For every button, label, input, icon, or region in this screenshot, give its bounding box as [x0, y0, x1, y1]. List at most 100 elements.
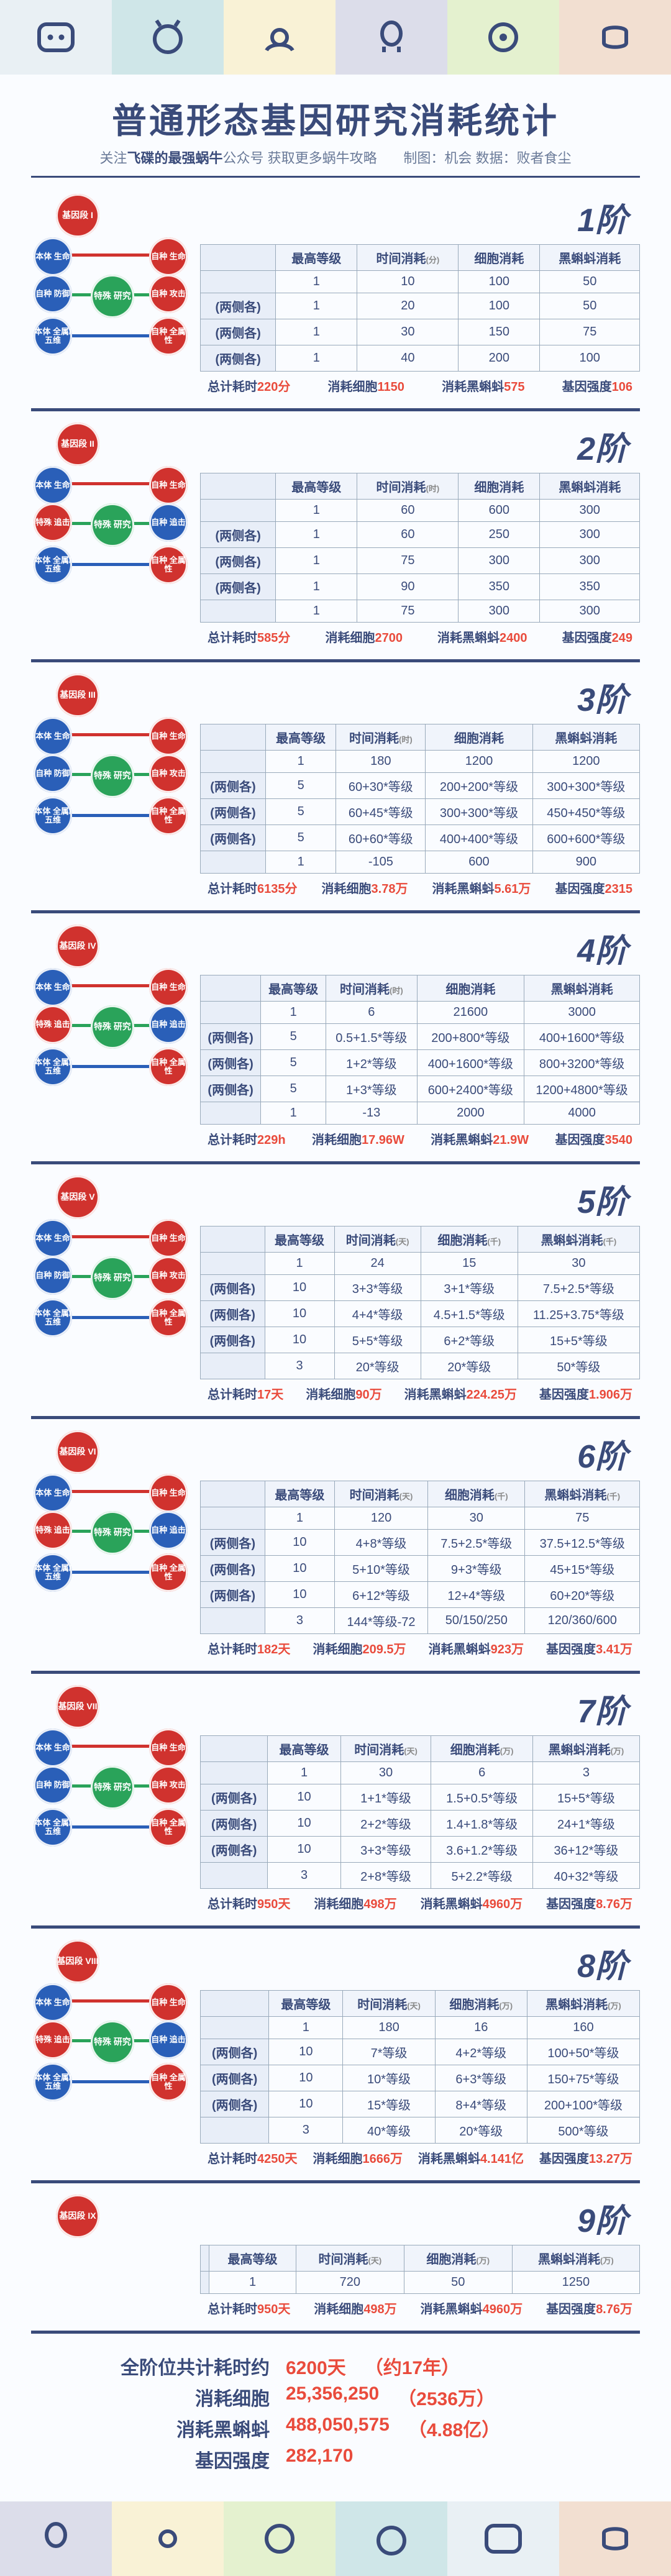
col-header: [201, 724, 266, 751]
col-header: 最高等级: [268, 1736, 340, 1762]
table-row: (两侧各)105+10*等级9+3*等级45+15*等级: [201, 1556, 640, 1582]
gene-node: 自种 追击: [149, 2021, 188, 2059]
table-row: (两侧各)12010050: [201, 293, 640, 319]
gene-node: 自种 攻击: [149, 1766, 188, 1804]
gene-node: 自种 追击: [149, 1511, 188, 1550]
stage-block: 基因段 VI本体 生命自种 生命特殊 研究特殊 追击自种 追击本体 全属/五维自…: [31, 1430, 640, 1666]
stage-summary: 总计耗时182天消耗细胞209.5万消耗黑蝌蚪923万基因强度3.41万: [200, 1639, 640, 1657]
cost-table: 最高等级时间消耗(时)细胞消耗黑蝌蚪消耗16216003000(两侧各)50.5…: [200, 975, 640, 1125]
gene-node: 自种 生命: [149, 466, 188, 505]
stage-block: 基因段 VII本体 生命自种 生命特殊 研究自种 防御自种 攻击本体 全属/五维…: [31, 1685, 640, 1921]
stage-summary: 总计耗时950天消耗细胞498万消耗黑蝌蚪4960万基因强度8.76万: [200, 1894, 640, 1912]
stage-summary: 总计耗时229h消耗细胞17.96W消耗黑蝌蚪21.9W基因强度3540: [200, 1130, 640, 1148]
stage-title: 1阶: [200, 194, 640, 240]
main-content: 普通形态基因研究消耗统计 关注飞碟的最强蜗牛公众号 获取更多蜗牛攻略 制图：机会…: [0, 75, 671, 2501]
gene-node: 特殊 追击: [34, 2021, 72, 2059]
gene-tree: 基因段 V本体 生命自种 生命特殊 研究自种 防御自种 攻击本体 全属/五维自种…: [31, 1176, 193, 1337]
gene-tree: 基因段 II本体 生命自种 生命特殊 研究特殊 追击自种 追击本体 全属/五维自…: [31, 422, 193, 584]
gene-tree: 基因段 VI本体 生命自种 生命特殊 研究特殊 追击自种 追击本体 全属/五维自…: [31, 1430, 193, 1592]
col-header: [201, 2245, 209, 2272]
gene-node: 自种 生命: [149, 237, 188, 276]
gene-node: 基因段 VIII: [56, 1940, 99, 1983]
col-header: 细胞消耗: [417, 975, 524, 1002]
gene-node: 特殊 追击: [34, 1005, 72, 1044]
table-row: (两侧各)13015075: [201, 319, 640, 345]
gene-node: 自种 防御: [34, 754, 72, 793]
table-row: 340*等级20*等级500*等级: [201, 2117, 640, 2144]
stage-divider: [31, 1925, 640, 1929]
table-row: (两侧各)190350350: [201, 574, 640, 600]
title-divider: [31, 176, 640, 178]
gene-tree: 基因段 VIII本体 生命自种 生命特殊 研究特殊 追击自种 追击本体 全属/五…: [31, 1940, 193, 2101]
gene-node: 特殊 研究: [91, 754, 134, 798]
table-row: (两侧各)103+3*等级3+1*等级7.5+2.5*等级: [201, 1275, 640, 1301]
gene-tree: 基因段 III本体 生命自种 生命特殊 研究自种 防御自种 攻击本体 全属/五维…: [31, 674, 193, 835]
gene-tree: 基因段 IX: [31, 2195, 193, 2269]
col-header: 时间消耗(天): [334, 1481, 427, 1507]
stage-block: 基因段 I本体 生命自种 生命特殊 研究自种 防御自种 攻击本体 全属/五维自种…: [31, 194, 640, 403]
stage-title: 2阶: [200, 422, 640, 469]
gene-node: 本体 全属/五维: [34, 1299, 72, 1337]
gene-node: 特殊 研究: [91, 1766, 134, 1809]
grand-row: 全阶位共计耗时约6200天（约17年）: [99, 2352, 572, 2380]
col-header: 最高等级: [261, 975, 326, 1002]
stage-block: 基因段 IX9阶最高等级时间消耗(天)细胞消耗(万)黑蝌蚪消耗(万)172050…: [31, 2195, 640, 2326]
gene-node: 自种 追击: [149, 1005, 188, 1044]
stage-summary: 总计耗时950天消耗细胞498万消耗黑蝌蚪4960万基因强度8.76万: [200, 2299, 640, 2317]
stage-title: 4阶: [200, 925, 640, 971]
stage-divider: [31, 659, 640, 662]
gene-node: 自种 全属性: [149, 2063, 188, 2101]
col-header: 细胞消耗(万): [404, 2245, 512, 2272]
table-row: (两侧各)51+2*等级400+1600*等级800+3200*等级: [201, 1050, 640, 1076]
gene-tree: 基因段 I本体 生命自种 生命特殊 研究自种 防御自种 攻击本体 全属/五维自种…: [31, 194, 193, 355]
stage-summary: 总计耗时17天消耗细胞90万消耗黑蝌蚪224.25万基因强度1.906万: [200, 1384, 640, 1402]
gene-node: 自种 全属性: [149, 546, 188, 584]
table-row: (两侧各)101+1*等级1.5+0.5*等级15+5*等级: [201, 1784, 640, 1811]
gene-node: 自种 生命: [149, 1729, 188, 1767]
gene-node: 本体 生命: [34, 717, 72, 756]
gene-node: 特殊 研究: [91, 1511, 134, 1555]
table-row: 1720501250: [201, 2272, 640, 2294]
gene-node: 本体 全属/五维: [34, 1553, 72, 1592]
cost-table: 最高等级时间消耗(天)细胞消耗(万)黑蝌蚪消耗(万)13063(两侧各)101+…: [200, 1735, 640, 1889]
gene-node: 特殊 研究: [91, 275, 134, 318]
gene-node: 特殊 研究: [91, 2021, 134, 2064]
col-header: 时间消耗(时): [336, 724, 426, 751]
gene-node: 自种 生命: [149, 1219, 188, 1258]
col-header: 时间消耗(分): [357, 245, 459, 271]
col-header: 时间消耗(天): [296, 2245, 404, 2272]
gene-node: 本体 全属/五维: [34, 1808, 72, 1847]
stage-summary: 总计耗时220分消耗细胞1150消耗黑蝌蚪575基因强度106: [200, 377, 640, 395]
col-header: 黑蝌蚪消耗: [540, 245, 640, 271]
col-header: 时间消耗(时): [357, 473, 459, 500]
gene-node: 自种 全属性: [149, 1553, 188, 1592]
cost-table: 最高等级时间消耗(天)细胞消耗(万)黑蝌蚪消耗(万)1720501250: [200, 2245, 640, 2294]
table-row: (两侧各)107*等级4+2*等级100+50*等级: [201, 2039, 640, 2065]
col-header: 时间消耗(时): [326, 975, 417, 1002]
col-header: 时间消耗(天): [340, 1736, 431, 1762]
gene-node: 自种 全属性: [149, 317, 188, 355]
col-header: [201, 245, 276, 271]
table-row: (两侧各)50.5+1.5*等级200+800*等级400+1600*等级: [201, 1024, 640, 1050]
grand-total: 全阶位共计耗时约6200天（约17年） 消耗细胞25,356,250（2536万）…: [99, 2352, 572, 2473]
col-header: 最高等级: [276, 245, 357, 271]
table-row: (两侧各)175300300: [201, 548, 640, 574]
grand-row: 消耗细胞25,356,250（2536万）: [99, 2383, 572, 2411]
gene-node: 本体 生命: [34, 466, 72, 505]
table-row: 1241530: [201, 1253, 640, 1275]
stage-block: 基因段 III本体 生命自种 生命特殊 研究自种 防御自种 攻击本体 全属/五维…: [31, 674, 640, 905]
table-row: (两侧各)106+12*等级12+4*等级60+20*等级: [201, 1582, 640, 1608]
stage-divider: [31, 408, 640, 411]
col-header: [201, 1481, 265, 1507]
table-row: (两侧各)140200100: [201, 345, 640, 372]
gene-tree: 基因段 VII本体 生命自种 生命特殊 研究自种 防御自种 攻击本体 全属/五维…: [31, 1685, 193, 1847]
gene-node: 本体 生命: [34, 1729, 72, 1767]
gene-node: 本体 生命: [34, 1474, 72, 1512]
col-header: 最高等级: [269, 1991, 343, 2017]
cost-table: 最高等级时间消耗(天)细胞消耗(千)黑蝌蚪消耗(千)11203075(两侧各)1…: [200, 1481, 640, 1634]
table-row: 11203075: [201, 1507, 640, 1530]
stage-block: 基因段 II本体 生命自种 生命特殊 研究特殊 追击自种 追击本体 全属/五维自…: [31, 422, 640, 654]
col-header: [201, 1991, 269, 2017]
col-header: 时间消耗(天): [334, 1226, 421, 1253]
table-row: 11010050: [201, 271, 640, 293]
